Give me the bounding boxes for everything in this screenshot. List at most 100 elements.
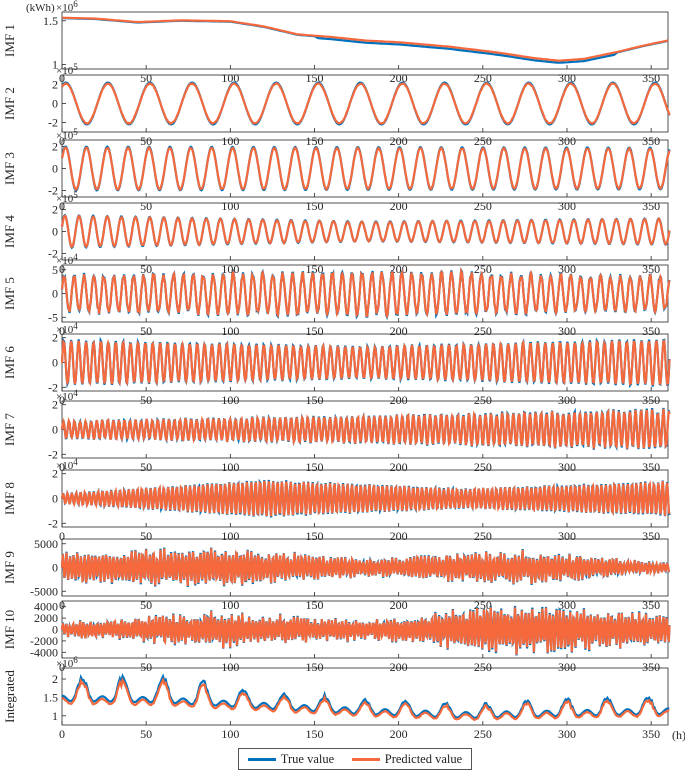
integrated-xtick-label: 350 [642,727,660,741]
integrated-xtick-label: 50 [140,727,152,741]
imf-10-xtick-label: 300 [558,660,576,674]
imf-8-ytick-label: 0 [52,492,58,506]
imf-7-xtick-label: 250 [474,460,492,474]
imf-6-xtick-label: 250 [474,393,492,407]
imf-4-ytick-label: 0 [52,225,58,239]
imf-7-xtick-label: 50 [140,460,152,474]
imf-8-predicted-line [60,480,671,517]
imf-2-xtick-label: 200 [390,134,408,148]
integrated-xtick-label: 200 [390,727,408,741]
imf-6-xtick-label: 150 [306,393,324,407]
imf-1-xtick-label: 250 [474,71,492,85]
imf-6-ylabel: IMF 6 [2,346,17,379]
imf-2-xtick-label: 300 [558,134,576,148]
imf-1-xtick-label: 300 [558,71,576,85]
imf-8-exponent: ×104 [56,457,78,472]
integrated-xtick-label: 150 [306,727,324,741]
imf-5-xtick-label: 150 [306,324,324,338]
imf-7-ytick-label: -2 [48,447,58,461]
x-axis-unit: (h) [672,728,685,742]
imf-5-xtick-label: 300 [558,324,576,338]
imf-2-ytick-label: 2 [52,78,58,92]
imf-8-xtick-label: 250 [474,529,492,543]
imf-1-ytick-label: 1.5 [43,14,58,28]
imf-4-xtick-label: 100 [221,262,239,276]
imf-1-xtick-label: 200 [390,71,408,85]
imf-2-ylabel: IMF 2 [2,87,17,120]
imf-6-ytick-label: 2 [52,331,58,345]
imf-3-exponent: ×105 [56,127,78,142]
imf-8-ylabel: IMF 8 [2,482,17,515]
imf-6-exponent: ×104 [56,321,78,336]
imf-3-xtick-label: 350 [642,199,660,213]
imf-7-xtick-label: 100 [221,460,239,474]
imf-3-xtick-label: 150 [306,199,324,213]
imf-7-ylabel: IMF 7 [2,413,17,446]
imf-7-xtick-label: 150 [306,460,324,474]
unit-label: (kWh) [26,2,55,14]
legend-item-predicted: Predicted value [351,751,463,767]
imf-9-xtick-label: 200 [390,598,408,612]
imf-5-ylabel: IMF 5 [2,277,17,310]
imf-10-ytick-label: 0 [52,623,58,637]
imf-6-xtick-label: 0 [59,393,65,407]
imf-5-xtick-label: 100 [221,324,239,338]
integrated-ytick-label: 2 [52,672,58,686]
imf-3-xtick-label: 50 [140,199,152,213]
imf-7-xtick-label: 0 [59,460,65,474]
imf-3-ytick-label: -2 [48,183,58,197]
imf-7-ytick-label: 0 [52,423,58,437]
imf-4-ylabel: IMF 4 [2,215,17,248]
imf-5-xtick-label: 50 [140,324,152,338]
integrated-xtick-label: 0 [59,727,65,741]
imf-3-xtick-label: 250 [474,199,492,213]
imf-1-xtick-label: 350 [642,71,660,85]
imf-8-xtick-label: 300 [558,529,576,543]
imf-3-xtick-label: 100 [221,199,239,213]
legend-label-predicted: Predicted value [384,751,463,766]
imf-5-ytick-label: 5 [52,263,58,277]
legend-swatch-true [247,757,276,761]
imf-10-xtick-label: 0 [59,660,65,674]
imf-2-xtick-label: 250 [474,134,492,148]
imf-9-xtick-label: 100 [221,598,239,612]
imf-2-ytick-label: -2 [48,116,58,130]
imf-10-ytick-label: -4000 [30,645,58,659]
imf-1-ytick-label: 1 [52,58,58,72]
imf-10-xtick-label: 200 [390,660,408,674]
imf-3-ytick-label: 2 [52,140,58,154]
imf-4-ytick-label: -2 [48,246,58,260]
integrated-ytick-label: 1.5 [43,690,58,704]
imf-1-xtick-label: 150 [306,71,324,85]
imf-3-xtick-label: 200 [390,199,408,213]
imf-7-xtick-label: 350 [642,460,660,474]
integrated-true-line [61,673,670,719]
imf-4-ytick-label: 2 [52,203,58,217]
imf-8-xtick-label: 350 [642,529,660,543]
integrated-xtick-label: 300 [558,727,576,741]
imf-8-xtick-label: 50 [140,529,152,543]
imf-3-xtick-label: 300 [558,199,576,213]
imf-2-ytick-label: 0 [52,97,58,111]
imf-9-ytick-label: 0 [52,561,58,575]
imf-4-exponent: ×105 [56,190,78,205]
imf-8-ytick-label: -2 [48,516,58,530]
imf-6-xtick-label: 200 [390,393,408,407]
imf-9-xtick-label: 350 [642,598,660,612]
imf-2-exponent: ×105 [56,62,78,77]
imf-6-xtick-label: 100 [221,393,239,407]
imf-7-ytick-label: 2 [52,398,58,412]
imf-3-predicted-line [60,145,671,192]
imf-9-xtick-label: 150 [306,598,324,612]
imf-10-xtick-label: 50 [140,660,152,674]
imf-5-ytick-label: 0 [52,287,58,301]
imf-5-ytick-label: -5 [48,310,58,324]
integrated-exponent: ×106 [56,655,78,670]
integrated-ylabel: Integrated [2,670,17,723]
imf-2-xtick-label: 50 [140,134,152,148]
imf-6-xtick-label: 350 [642,393,660,407]
imf-5-predicted-line [60,267,671,320]
imf-2-xtick-label: 150 [306,134,324,148]
integrated-xtick-label: 100 [221,727,239,741]
